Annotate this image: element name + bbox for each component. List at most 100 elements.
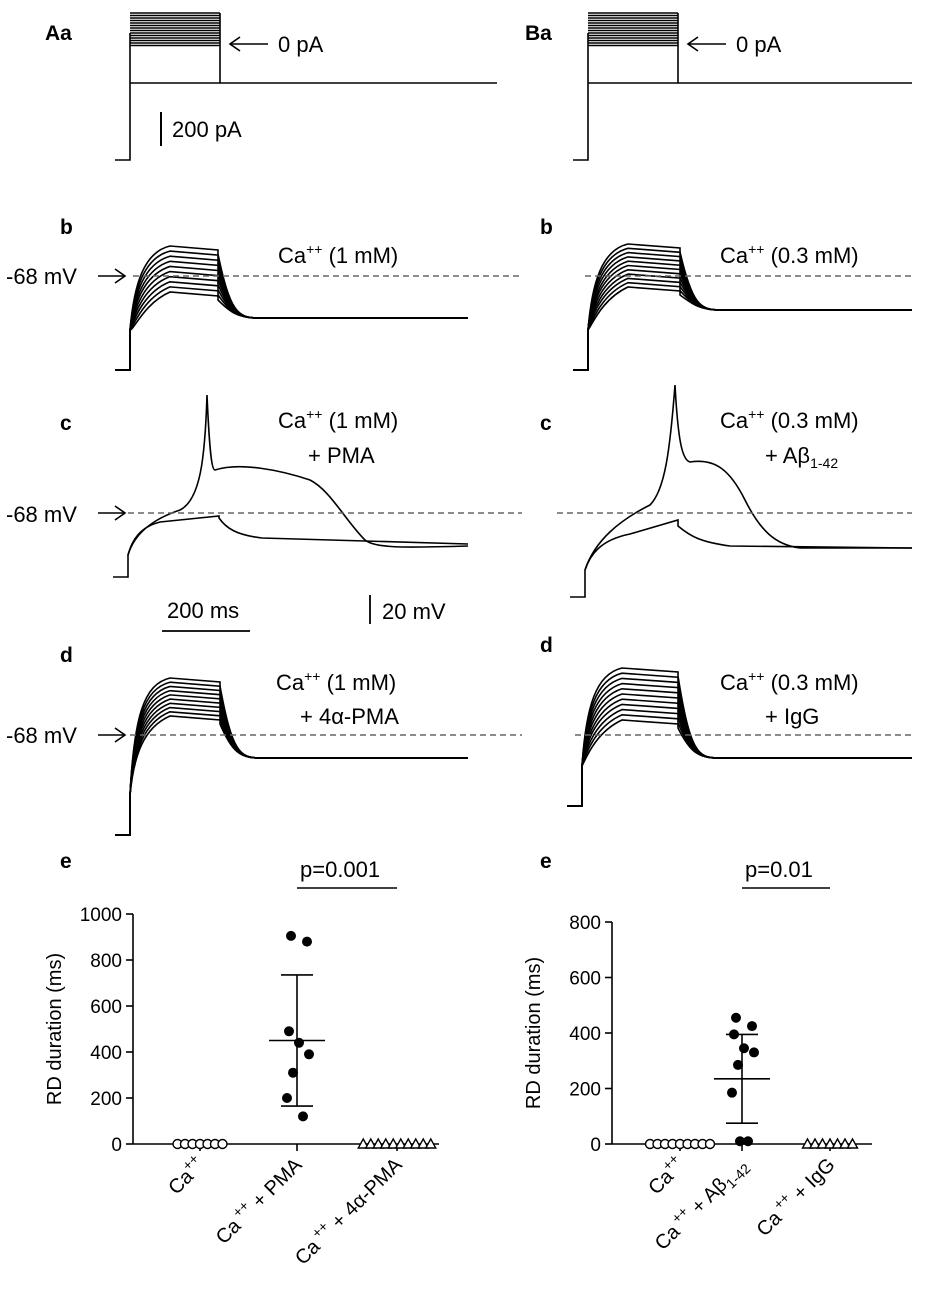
stimulus-protocol-left bbox=[115, 12, 497, 161]
data-point bbox=[286, 930, 296, 941]
data-point bbox=[831, 1137, 844, 1149]
rmp-label-c: -68 mV bbox=[6, 502, 77, 527]
y-tick-label: 600 bbox=[90, 997, 122, 1018]
x-category-label: Ca++ bbox=[161, 1150, 210, 1199]
zero-pa-label-left: 0 pA bbox=[278, 32, 324, 57]
condition-left-c: Ca++ (1 mM) bbox=[278, 406, 398, 433]
rmp-arrow-d bbox=[98, 727, 127, 743]
data-point bbox=[727, 1087, 737, 1098]
voltage-trace bbox=[567, 677, 912, 807]
condition-right-b: Ca++ (0.3 mM) bbox=[720, 241, 859, 268]
x-category-label: Ca++ bbox=[641, 1150, 690, 1199]
voltage-trace bbox=[567, 703, 912, 807]
panel-label-left-b: b bbox=[60, 216, 73, 239]
data-point bbox=[379, 1137, 392, 1149]
voltage-trace bbox=[115, 715, 468, 836]
stimulus-baseline bbox=[115, 33, 497, 161]
time-scale-label: 200 ms bbox=[167, 598, 239, 623]
data-point bbox=[731, 1012, 741, 1023]
data-point bbox=[739, 1043, 749, 1054]
x-category-label: Ca ++ + 4α-PMA bbox=[288, 1150, 407, 1269]
condition-right-c-line2: + Aβ1-42 bbox=[765, 443, 838, 471]
voltage-trace bbox=[115, 291, 468, 371]
voltage-trace bbox=[115, 698, 468, 836]
voltage-trace bbox=[567, 719, 912, 807]
panel-label-right-c: c bbox=[540, 412, 552, 435]
voltage-trace bbox=[115, 250, 468, 371]
voltage-trace-subthreshold bbox=[570, 518, 913, 598]
voltage-trace bbox=[573, 251, 912, 371]
data-point bbox=[838, 1137, 852, 1149]
y-axis-label: RD duration (ms) bbox=[523, 957, 545, 1109]
panel-label-right-b: b bbox=[540, 216, 553, 239]
voltage-trace bbox=[567, 698, 912, 807]
data-point bbox=[749, 1047, 759, 1058]
y-tick-label: 800 bbox=[569, 913, 601, 934]
panel-label-Ba: Ba bbox=[525, 22, 552, 45]
rmp-arrow-b bbox=[98, 268, 127, 284]
data-point bbox=[387, 1137, 400, 1149]
stimulus-protocol-right bbox=[573, 12, 912, 161]
data-point bbox=[302, 936, 312, 947]
y-tick-label: 0 bbox=[111, 1135, 122, 1156]
y-tick-label: 1000 bbox=[80, 905, 122, 926]
data-point bbox=[282, 1093, 292, 1103]
condition-right-d: Ca++ (0.3 mM) bbox=[720, 668, 859, 695]
y-tick-label: 0 bbox=[590, 1135, 601, 1156]
voltage-traces bbox=[113, 243, 913, 836]
voltage-trace bbox=[573, 277, 912, 371]
voltage-scale-label: 20 mV bbox=[382, 599, 446, 624]
zero-pa-label-right: 0 pA bbox=[736, 32, 782, 57]
data-point bbox=[372, 1137, 385, 1149]
data-point bbox=[298, 1111, 308, 1122]
current-scale-label: 200 pA bbox=[172, 117, 242, 142]
y-tick-label: 800 bbox=[90, 951, 122, 972]
voltage-trace bbox=[115, 702, 468, 836]
condition-left-b: Ca++ (1 mM) bbox=[278, 241, 398, 268]
panel-label-right-d: d bbox=[540, 634, 553, 657]
data-point bbox=[801, 1137, 814, 1149]
stimulus-baseline bbox=[573, 33, 912, 161]
voltage-trace bbox=[115, 275, 468, 371]
data-point bbox=[417, 1137, 430, 1149]
y-tick-label: 600 bbox=[569, 969, 601, 990]
rmp-arrow-c bbox=[98, 505, 127, 521]
voltage-trace-rd bbox=[584, 384, 912, 571]
panel-label-right-e: e bbox=[540, 850, 552, 873]
data-point bbox=[816, 1137, 829, 1149]
x-category-label: Ca ++ + IgG bbox=[749, 1150, 839, 1240]
y-tick-label: 400 bbox=[569, 1024, 601, 1045]
panel-label-Aa: Aa bbox=[45, 22, 72, 45]
data-point bbox=[704, 1138, 716, 1150]
data-point bbox=[733, 1059, 743, 1070]
voltage-trace bbox=[115, 280, 468, 371]
zero-pa-arrow-right bbox=[686, 36, 726, 52]
y-axis-label: RD duration (ms) bbox=[44, 953, 66, 1105]
panel-label-left-d: d bbox=[60, 644, 73, 667]
y-tick-label: 400 bbox=[90, 1043, 122, 1064]
voltage-trace bbox=[115, 706, 468, 836]
voltage-trace bbox=[115, 255, 468, 371]
voltage-trace bbox=[573, 286, 912, 371]
panel-label-left-e: e bbox=[60, 850, 72, 873]
data-point bbox=[364, 1137, 377, 1149]
x-category-label: Ca ++ + PMA bbox=[208, 1150, 307, 1249]
voltage-trace bbox=[115, 270, 468, 371]
y-tick-label: 200 bbox=[569, 1080, 601, 1101]
voltage-trace bbox=[567, 713, 912, 807]
data-point bbox=[409, 1137, 422, 1149]
voltage-trace bbox=[573, 260, 912, 371]
data-point bbox=[402, 1137, 415, 1149]
y-tick-label: 200 bbox=[90, 1089, 122, 1110]
data-point bbox=[284, 1026, 294, 1037]
condition-right-c: Ca++ (0.3 mM) bbox=[720, 406, 859, 433]
data-point bbox=[217, 1138, 228, 1150]
data-point bbox=[357, 1137, 370, 1149]
data-point bbox=[294, 1037, 304, 1048]
data-point bbox=[394, 1137, 407, 1149]
zero-pa-arrow-left bbox=[228, 36, 268, 52]
p-value-label: p=0.001 bbox=[300, 857, 380, 882]
rmp-label-d: -68 mV bbox=[6, 723, 77, 748]
data-point bbox=[823, 1137, 837, 1149]
